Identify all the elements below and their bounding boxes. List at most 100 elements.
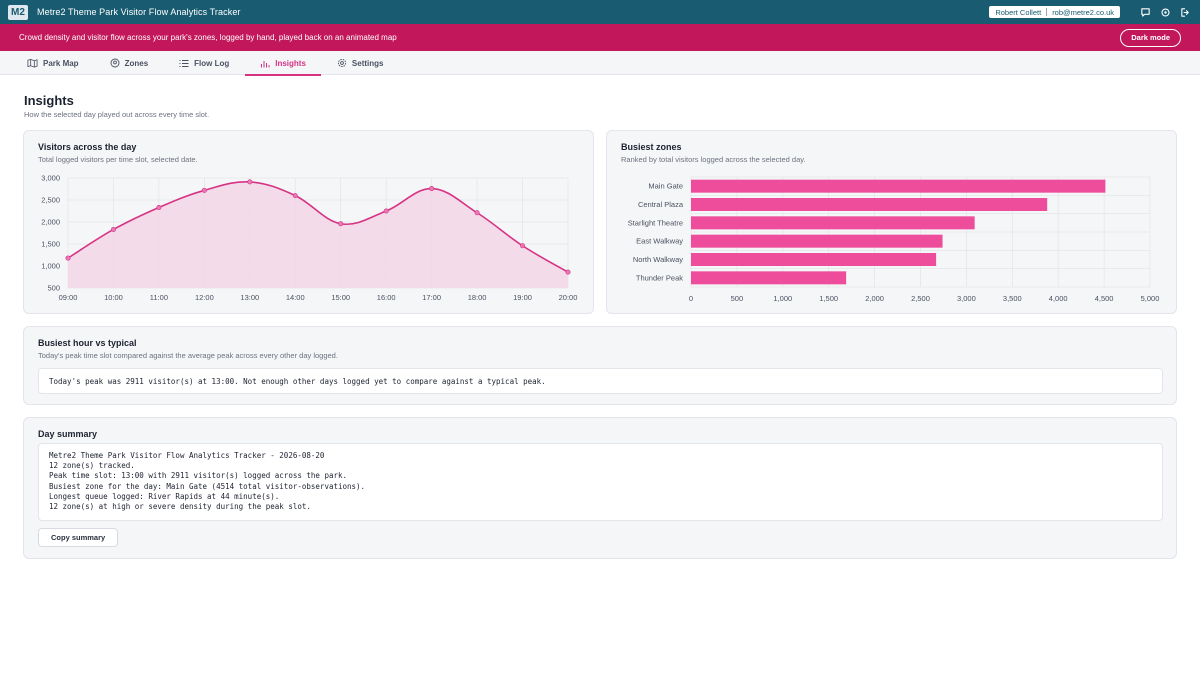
tab-insights[interactable]: Insights — [245, 51, 321, 76]
summary-line: 12 zone(s) tracked. — [49, 461, 135, 471]
peak-comparison-card: Busiest hour vs typical Today's peak tim… — [23, 326, 1177, 405]
zone-label: Central Plaza — [638, 200, 684, 209]
list-icon — [179, 59, 189, 67]
x-tick-label: 3,000 — [957, 294, 976, 303]
x-tick-label: 19:00 — [513, 293, 532, 302]
copy-summary-button[interactable]: Copy summary — [38, 528, 119, 547]
x-tick-label: 4,000 — [1049, 294, 1068, 303]
x-tick-label: 17:00 — [422, 293, 441, 302]
gear-icon — [337, 58, 346, 68]
y-tick-label: 1,000 — [41, 262, 60, 271]
settings-icon[interactable] — [1158, 5, 1172, 19]
x-tick-label: 12:00 — [195, 293, 214, 302]
page-subtitle: How the selected day played out across e… — [24, 110, 210, 119]
summary-line: Longest queue logged: River Rapids at 44… — [49, 491, 280, 501]
data-point — [520, 243, 526, 249]
tab-zones[interactable]: Zones — [107, 51, 152, 75]
tab-park-map[interactable]: Park Map — [24, 51, 82, 75]
tab-label: Park Map — [43, 58, 79, 68]
x-tick-label: 2,500 — [911, 294, 930, 303]
data-point — [565, 269, 571, 275]
card-title: Day summary — [38, 429, 98, 439]
zone-bar — [691, 253, 937, 266]
user-email: rob@metre2.co.uk — [1052, 7, 1114, 17]
y-tick-label: 2,500 — [41, 196, 60, 205]
x-tick-label: 0 — [689, 294, 693, 303]
zone-bar — [691, 271, 847, 285]
tab-label: Flow Log — [194, 58, 230, 68]
x-tick-label: 1,000 — [773, 294, 792, 303]
data-point — [201, 187, 207, 193]
app-logo: M2 — [8, 4, 28, 20]
main-tabs: Park Map Zones Flow Log Insights Setting… — [0, 51, 1200, 76]
zone-label: Thunder Peak — [636, 273, 683, 282]
tab-label: Settings — [351, 58, 384, 68]
x-tick-label: 16:00 — [377, 293, 396, 302]
y-tick-label: 2,000 — [41, 218, 60, 227]
summary-line: Busiest zone for the day: Main Gate (451… — [49, 481, 366, 491]
data-point — [429, 186, 435, 192]
card-subtitle: Ranked by total visitors logged across t… — [621, 155, 806, 164]
x-tick-label: 09:00 — [59, 293, 78, 302]
data-point — [65, 255, 71, 261]
y-tick-label: 3,000 — [41, 174, 60, 183]
card-subtitle: Total logged visitors per time slot, sel… — [38, 155, 198, 164]
x-tick-label: 11:00 — [150, 293, 168, 302]
user-chip-divider — [1046, 8, 1048, 16]
user-chip[interactable]: Robert Collett rob@metre2.co.uk — [989, 6, 1120, 18]
x-tick-label: 13:00 — [240, 293, 259, 302]
x-tick-label: 1,500 — [819, 294, 838, 303]
user-name: Robert Collett — [995, 7, 1042, 17]
peak-message: Today's peak was 2911 visitor(s) at 13:0… — [49, 377, 546, 386]
x-tick-label: 10:00 — [104, 293, 123, 302]
zone-bar — [691, 179, 1106, 193]
card-title: Visitors across the day — [38, 142, 137, 152]
summary-line: Metre2 Theme Park Visitor Flow Analytics… — [49, 451, 325, 460]
zone-bar — [691, 234, 943, 248]
zone-label: East Walkway — [636, 237, 683, 246]
zone-label: North Walkway — [633, 255, 683, 264]
day-summary-card: Day summary Metre2 Theme Park Visitor Fl… — [23, 417, 1177, 559]
top-bar: M2 Metre2 Theme Park Visitor Flow Analyt… — [0, 0, 1200, 24]
x-tick-label: 14:00 — [286, 293, 305, 302]
x-tick-label: 15:00 — [331, 293, 350, 302]
x-tick-label: 500 — [731, 294, 744, 303]
pin-icon — [110, 58, 120, 68]
card-title: Busiest hour vs typical — [38, 338, 137, 348]
chat-icon[interactable] — [1138, 5, 1152, 19]
zone-bar — [691, 198, 1048, 211]
x-tick-label: 18:00 — [468, 293, 487, 302]
visitors-line-chart: 500 1,000 1,500 2,000 2,500 3,000 09:00 10:00 11… — [41, 174, 578, 303]
y-tick-label: 500 — [47, 284, 60, 293]
zone-label: Starlight Theatre — [628, 218, 683, 227]
map-icon — [27, 58, 38, 68]
tab-label: Zones — [124, 58, 149, 68]
zones-chart-card: Busiest zones Ranked by total visitors l… — [606, 130, 1177, 314]
x-tick-label: 2,000 — [865, 294, 884, 303]
tagline-text: Crowd density and visitor flow across yo… — [19, 33, 397, 42]
tab-flow-log[interactable]: Flow Log — [176, 51, 232, 75]
x-tick-label: 20:00 — [559, 293, 578, 302]
zone-bar — [691, 216, 975, 230]
x-tick-label: 5,000 — [1141, 294, 1160, 303]
summary-text-box: Metre2 Theme Park Visitor Flow Analytics… — [38, 443, 1163, 521]
page-title: Insights — [24, 93, 74, 108]
data-point — [156, 204, 162, 210]
dark-mode-button[interactable]: Dark mode — [1120, 28, 1181, 47]
bar-chart-icon — [261, 60, 270, 67]
app-title: Metre2 Theme Park Visitor Flow Analytics… — [37, 7, 241, 17]
zones-bar-chart: 0 500 1,000 1,500 2,000 2,500 3,000 3,500 4,000 4… — [628, 176, 1160, 303]
series-area — [68, 181, 568, 288]
series-line — [67, 181, 569, 273]
header-actions: Robert Collett rob@metre2.co.uk — [989, 5, 1192, 19]
logout-icon[interactable] — [1178, 5, 1192, 19]
data-point — [292, 193, 298, 199]
x-tick-label: 3,500 — [1003, 294, 1022, 303]
card-title: Busiest zones — [621, 142, 682, 152]
tab-settings[interactable]: Settings — [334, 51, 387, 75]
summary-line: Peak time slot: 13:00 with 2911 visitor(… — [49, 471, 348, 481]
tab-label: Insights — [275, 58, 306, 68]
card-subtitle: Today's peak time slot compared against … — [38, 351, 338, 360]
y-tick-label: 1,500 — [41, 240, 60, 249]
x-tick-label: 4,500 — [1095, 294, 1114, 303]
